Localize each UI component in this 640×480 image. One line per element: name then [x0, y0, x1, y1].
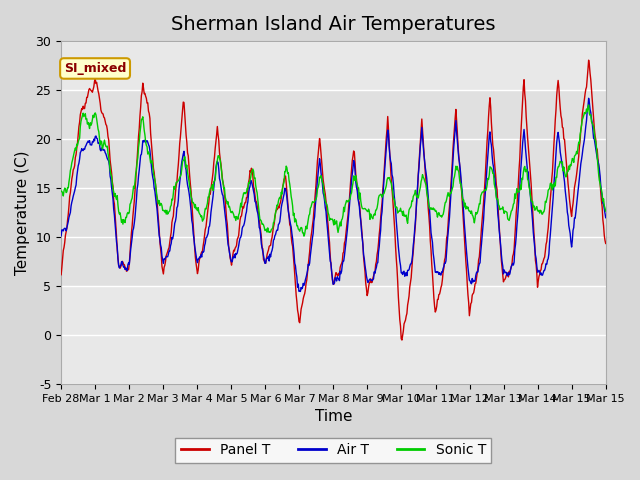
- Title: Sherman Island Air Temperatures: Sherman Island Air Temperatures: [171, 15, 495, 34]
- X-axis label: Time: Time: [315, 409, 352, 424]
- Panel T: [221, 197, 229, 203]
- Air T: [585, 96, 593, 101]
- Text: SI_mixed: SI_mixed: [64, 62, 126, 75]
- Sonic T: [248, 168, 256, 174]
- Sonic T: [602, 208, 609, 214]
- Air T: [269, 244, 276, 250]
- Air T: [390, 192, 398, 197]
- Panel T: [248, 168, 256, 173]
- Air T: [296, 288, 304, 294]
- Air T: [121, 266, 129, 272]
- Air T: [602, 215, 609, 221]
- Line: Air T: Air T: [61, 98, 605, 291]
- Panel T: [58, 272, 65, 277]
- Sonic T: [121, 220, 129, 226]
- Air T: [421, 158, 429, 164]
- Air T: [221, 212, 229, 218]
- Panel T: [269, 229, 276, 235]
- Panel T: [602, 240, 609, 246]
- Legend: Panel T, Air T, Sonic T: Panel T, Air T, Sonic T: [175, 438, 492, 463]
- Bar: [61, 90, 605, 286]
- Panel T: [390, 207, 397, 213]
- Panel T: [121, 264, 129, 270]
- Sonic T: [390, 196, 398, 202]
- Sonic T: [585, 102, 593, 108]
- Sonic T: [269, 225, 276, 231]
- Panel T: [585, 57, 593, 63]
- Air T: [58, 233, 65, 239]
- Sonic T: [58, 188, 65, 194]
- Y-axis label: Temperature (C): Temperature (C): [15, 150, 30, 275]
- Panel T: [421, 160, 429, 166]
- Line: Sonic T: Sonic T: [61, 105, 605, 236]
- Air T: [248, 181, 256, 187]
- Sonic T: [421, 178, 429, 184]
- Sonic T: [221, 194, 229, 200]
- Sonic T: [300, 233, 308, 239]
- Line: Panel T: Panel T: [61, 60, 605, 340]
- Panel T: [398, 337, 406, 343]
